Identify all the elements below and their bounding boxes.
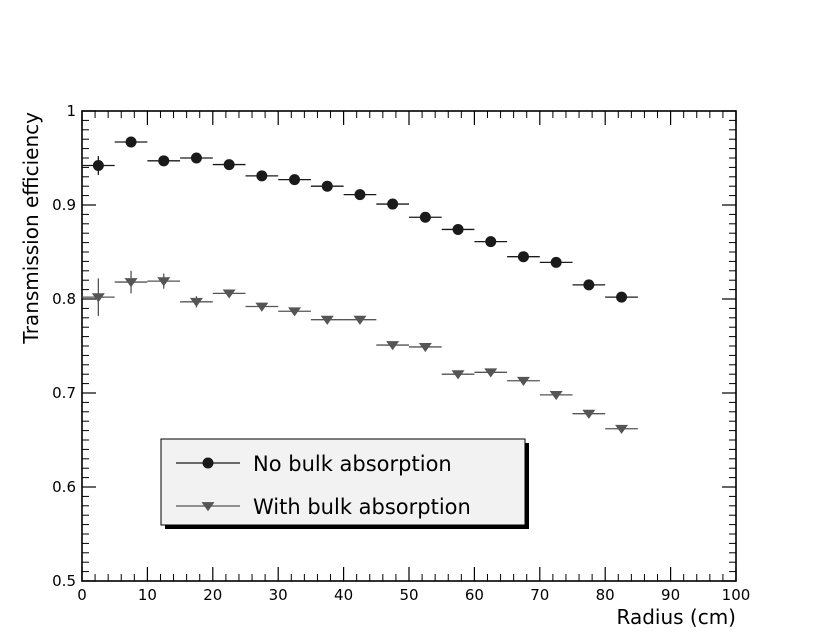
data-point [452, 223, 464, 235]
data-point [550, 256, 562, 268]
data-point [549, 390, 563, 401]
legend-box [160, 438, 526, 526]
data-point [321, 180, 333, 192]
data-point [320, 315, 334, 325]
x-tick-label: 60 [465, 586, 484, 604]
data-point [354, 189, 366, 201]
x-tick-label: 50 [399, 586, 418, 604]
legend-marker [202, 457, 214, 469]
data-point [288, 307, 302, 317]
data-point [91, 293, 105, 303]
data-point [124, 278, 138, 288]
legend-marker [201, 502, 215, 512]
x-tick-label: 70 [530, 586, 549, 604]
data-point [516, 376, 530, 386]
x-tick-label: 40 [334, 586, 353, 604]
axis-ticks [81, 110, 737, 582]
series-1 [82, 136, 638, 303]
data-point [125, 136, 137, 148]
data-point [582, 409, 596, 419]
x-tick-label: 80 [596, 586, 615, 604]
data-point [222, 289, 236, 299]
data-point [92, 160, 104, 172]
axis-tick-labels: 0 10 20 30 40 50 60 70 80 90 100 0.5 0.6 0.7 0.8 0.9 1 [52, 102, 750, 604]
data-point [418, 343, 432, 353]
x-tick-label: 100 [722, 586, 751, 604]
y-tick-label: 0.8 [52, 290, 76, 308]
data-point [386, 341, 400, 351]
data-point [387, 198, 399, 210]
y-tick-label: 1 [66, 102, 76, 120]
data-point [484, 368, 498, 378]
x-tick-label: 90 [661, 586, 680, 604]
data-point [615, 424, 629, 434]
x-tick-label: 30 [269, 586, 288, 604]
data-point [289, 174, 301, 186]
data-series [82, 136, 638, 434]
x-tick-label: 0 [77, 586, 87, 604]
y-tick-label: 0.7 [52, 384, 76, 402]
data-point [256, 170, 268, 182]
y-tick-label: 0.6 [52, 478, 76, 496]
data-point [485, 236, 497, 248]
legend-entry: With bulk absorption [176, 495, 471, 519]
data-point [189, 297, 203, 308]
y-axis-label: Transmission efficiency [19, 112, 43, 345]
x-tick-label: 20 [203, 586, 222, 604]
data-point [353, 315, 367, 325]
data-point [517, 251, 529, 263]
y-tick-label: 0.5 [52, 572, 76, 590]
legend-label: With bulk absorption [253, 495, 471, 519]
y-tick-label: 0.9 [52, 196, 76, 214]
legend: No bulk absorption With bulk absorption [160, 438, 529, 529]
x-axis-label: Radius (cm) [616, 605, 736, 629]
legend-entry: No bulk absorption [176, 452, 452, 476]
x-tick-label: 10 [138, 586, 157, 604]
legend-label: No bulk absorption [253, 452, 452, 476]
data-point [223, 159, 235, 171]
data-point [616, 291, 628, 303]
data-point [255, 302, 269, 312]
data-point [158, 155, 170, 167]
data-point [190, 152, 202, 164]
data-point [451, 370, 465, 380]
legend-entries: No bulk absorption With bulk absorption [176, 452, 471, 519]
series-2 [82, 270, 638, 434]
data-point [583, 279, 595, 291]
data-point [419, 211, 431, 223]
data-point [157, 277, 171, 287]
